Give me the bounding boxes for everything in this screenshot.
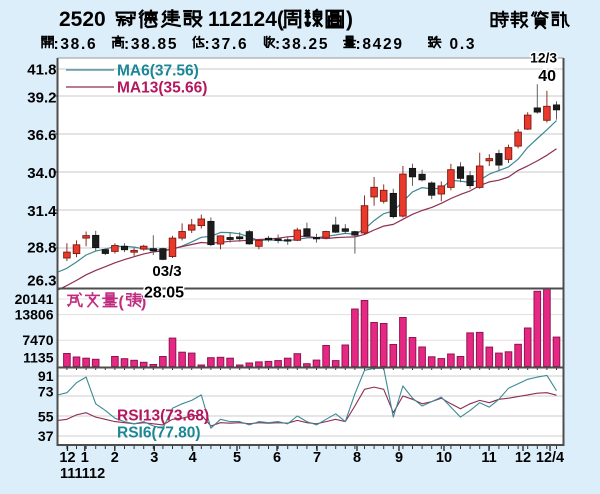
svg-text:1: 1 [81,450,89,466]
svg-text:39.2: 39.2 [27,89,56,106]
svg-text::38.25: :38.25 [275,36,329,53]
svg-text::38.6: :38.6 [54,36,98,53]
svg-text:26.3: 26.3 [27,272,56,289]
svg-text:73: 73 [38,384,54,400]
svg-text:112124(: 112124( [208,8,284,31]
svg-text:36.6: 36.6 [27,127,56,144]
svg-text:MA13(35.66): MA13(35.66) [117,80,207,97]
svg-text:): ) [346,8,353,31]
svg-text:2520: 2520 [59,8,106,31]
svg-text:3: 3 [150,450,158,466]
svg-text::8429: :8429 [356,36,404,53]
svg-text:41.8: 41.8 [27,61,56,78]
svg-text:0.3: 0.3 [450,36,477,53]
svg-text:03/3: 03/3 [152,263,181,280]
svg-text:12: 12 [59,450,75,466]
svg-text:34.0: 34.0 [27,165,56,182]
svg-text:40: 40 [538,68,556,85]
svg-text:13806: 13806 [15,307,54,323]
svg-text:12: 12 [515,450,531,466]
svg-text:37: 37 [38,428,54,444]
svg-text:20141: 20141 [15,291,54,307]
svg-text::38.85: :38.85 [124,36,178,53]
svg-text:10: 10 [436,450,452,466]
svg-text:12/4: 12/4 [536,450,564,466]
svg-text:): ) [141,294,146,311]
svg-text:28.8: 28.8 [27,239,56,256]
svg-text:5: 5 [233,450,241,466]
svg-text:2: 2 [111,450,119,466]
svg-text:8: 8 [353,450,361,466]
svg-text:11: 11 [481,450,496,466]
svg-text:55: 55 [38,409,54,425]
svg-text::37.6: :37.6 [205,36,249,53]
svg-text:6: 6 [273,450,281,466]
svg-text:31.4: 31.4 [27,203,57,220]
svg-text:7: 7 [313,450,321,466]
svg-text:7470: 7470 [22,332,53,348]
svg-text:12/3: 12/3 [530,51,557,66]
svg-text:28.05: 28.05 [144,285,184,302]
svg-text:RSI13(73.68): RSI13(73.68) [117,408,209,425]
svg-text:RSI6(77.80): RSI6(77.80) [117,425,201,442]
svg-text:(: ( [119,294,125,311]
svg-text:9: 9 [395,450,403,466]
svg-text:111112: 111112 [60,466,105,482]
svg-text:1135: 1135 [23,350,54,366]
svg-text:4: 4 [189,450,197,466]
svg-text:91: 91 [38,368,54,384]
svg-text:MA6(37.56): MA6(37.56) [117,63,199,80]
